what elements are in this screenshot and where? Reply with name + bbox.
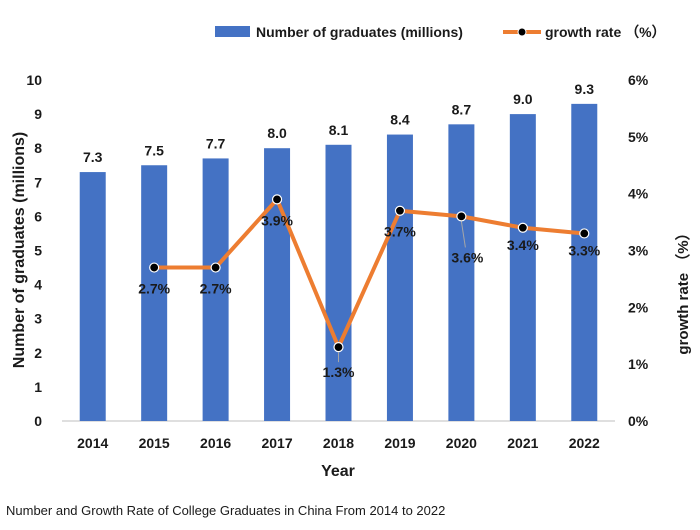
line-marker [210, 262, 221, 273]
line-marker [456, 211, 467, 222]
line-value-label: 3.4% [507, 237, 539, 253]
line-value-label: 3.7% [384, 224, 416, 240]
line-marker [579, 228, 590, 239]
data-labels: 7.3 7.5 7.7 8.0 8.1 8.4 8.7 9.0 9.3 2.7% 2.7% 3.9% 1… [83, 81, 601, 380]
line-value-label: 2.7% [200, 281, 232, 297]
x-tick-label: 2022 [569, 435, 600, 451]
figure-caption: Number and Growth Rate of College Gradua… [6, 503, 446, 518]
x-tick-label: 2015 [139, 435, 170, 451]
y-axis-title: Number of graduates (millions) [11, 132, 28, 368]
y2-tick-label: 5% [628, 129, 649, 145]
line-marker [517, 222, 528, 233]
bar-value-label: 8.0 [267, 125, 287, 141]
line-marker [271, 194, 283, 205]
bar-value-label: 8.4 [390, 112, 410, 128]
y-tick-label: 9 [34, 106, 42, 122]
bar-value-label: 7.3 [83, 149, 103, 165]
x-tick-label: 2017 [261, 435, 292, 451]
y-tick-label: 1 [34, 379, 42, 395]
y-tick-label: 5 [34, 243, 42, 259]
y2-tick-label: 0% [628, 413, 649, 429]
line-marker [394, 205, 406, 216]
x-tick-label: 2020 [446, 435, 477, 451]
y2-tick-label: 4% [628, 186, 649, 202]
chart: 0 1 2 3 4 5 6 7 8 9 10 0% 1% 2% 3% 4% 5% 6% 2014 2015 2016 20… [11, 24, 692, 480]
y-tick-label: 0 [34, 413, 42, 429]
bar-value-label: 7.5 [144, 142, 164, 158]
bar [386, 134, 413, 421]
bar-value-label: 8.7 [452, 101, 472, 117]
y2-tick-label: 1% [628, 356, 649, 372]
y-tick-label: 6 [34, 208, 42, 224]
bar-value-label: 7.7 [206, 135, 226, 151]
legend-marker-swatch [517, 27, 527, 37]
line-marker [333, 342, 344, 353]
chart-axes: 0 1 2 3 4 5 6 7 8 9 10 0% 1% 2% 3% 4% 5% 6% 2014 2015 2016 20… [11, 72, 692, 480]
bar [509, 114, 536, 421]
bar [141, 165, 168, 421]
bar-series [79, 103, 598, 422]
y2-tick-label: 6% [628, 72, 649, 88]
bar [571, 103, 598, 422]
legend-label: growth rate （%） [545, 24, 666, 40]
line-value-label: 2.7% [138, 281, 170, 297]
y-tick-label: 4 [34, 277, 42, 293]
line-marker [149, 262, 160, 273]
line-value-label: 3.9% [261, 212, 293, 228]
x-tick-label: 2016 [200, 435, 231, 451]
growth-rate-line [154, 197, 585, 350]
bar [264, 148, 291, 421]
y-tick-label: 7 [34, 174, 42, 190]
legend-label: Number of graduates (millions) [256, 24, 463, 40]
bar [202, 158, 229, 421]
x-tick-label: 2018 [323, 435, 354, 451]
x-tick-label: 2019 [384, 435, 415, 451]
x-tick-label: 2014 [77, 435, 108, 451]
x-tick-label: 2021 [507, 435, 538, 451]
bar [79, 172, 106, 421]
y-tick-label: 10 [26, 72, 42, 88]
line-value-label: 3.3% [568, 242, 600, 258]
bar [448, 124, 475, 421]
bar [325, 144, 352, 422]
y-tick-label: 2 [34, 345, 42, 361]
y-tick-label: 3 [34, 311, 42, 327]
line-value-label: 3.6% [451, 249, 483, 265]
y-tick-label: 8 [34, 140, 42, 156]
line-value-label: 1.3% [323, 364, 355, 380]
bar-value-label: 8.1 [329, 122, 349, 138]
y2-tick-label: 2% [628, 299, 649, 315]
legend: Number of graduates (millions) growth rat… [215, 24, 666, 40]
x-axis-title: Year [321, 463, 355, 480]
bar-value-label: 9.3 [575, 81, 595, 97]
bar-value-label: 9.0 [513, 91, 533, 107]
line-series [149, 194, 590, 353]
leader-line [460, 221, 466, 248]
y2-axis-title: growth rate （%） [674, 225, 692, 354]
y2-tick-label: 3% [628, 243, 649, 259]
legend-bar-swatch [215, 26, 250, 37]
